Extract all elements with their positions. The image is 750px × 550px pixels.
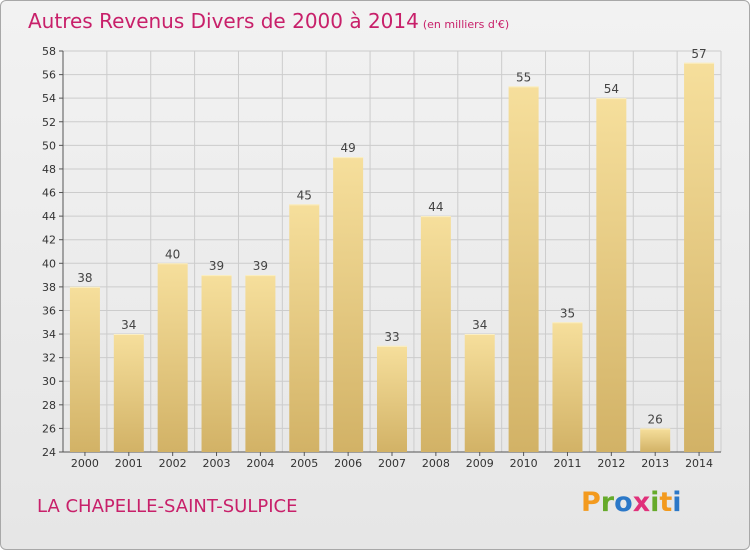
y-tick-label: 54 xyxy=(42,92,56,105)
x-tick-label: 2007 xyxy=(378,457,406,470)
logo-letter: t xyxy=(659,487,673,518)
commune-name: LA CHAPELLE-SAINT-SULPICE xyxy=(37,496,298,517)
bar xyxy=(333,157,364,452)
data-label: 57 xyxy=(691,47,706,61)
y-tick-label: 32 xyxy=(42,352,56,365)
x-tick-label: 2000 xyxy=(71,457,99,470)
x-tick-label: 2003 xyxy=(203,457,231,470)
data-label: 33 xyxy=(384,330,399,344)
y-tick-label: 42 xyxy=(42,234,56,247)
y-tick-label: 28 xyxy=(42,399,56,412)
chart-subtitle: (en milliers d'€) xyxy=(422,18,510,31)
data-label: 34 xyxy=(472,318,487,332)
bar xyxy=(157,263,188,452)
data-label: 26 xyxy=(648,412,663,426)
chart-title: Autres Revenus Divers de 2000 à 2014 (en … xyxy=(28,9,509,33)
logo-letter: i xyxy=(650,487,660,518)
data-label: 35 xyxy=(560,306,575,320)
x-tick-label: 2004 xyxy=(246,457,274,470)
y-tick-label: 40 xyxy=(42,257,56,270)
y-tick-label: 30 xyxy=(42,375,56,388)
bar xyxy=(377,345,407,452)
y-tick-label: 52 xyxy=(42,116,56,129)
bars xyxy=(69,62,715,453)
bar xyxy=(69,286,100,452)
logo-letter: P xyxy=(581,487,601,518)
x-tick-label: 2012 xyxy=(597,457,625,470)
bar xyxy=(640,428,671,452)
x-tick-label: 2001 xyxy=(115,457,143,470)
title-text: Autres Revenus Divers de 2000 à 2014 xyxy=(28,9,419,33)
bar xyxy=(684,62,715,452)
y-tick-label: 24 xyxy=(42,446,56,459)
bar xyxy=(201,275,232,452)
x-tick-label: 2005 xyxy=(290,457,318,470)
y-tick-label: 58 xyxy=(42,45,56,58)
data-label: 55 xyxy=(516,70,531,84)
data-label: 34 xyxy=(121,318,136,332)
x-tick-label: 2009 xyxy=(466,457,494,470)
data-labels: 38 34 40 39 39 45 49 33 44 34 55 35 54 26 57 xyxy=(77,47,706,427)
y-tick-label: 38 xyxy=(42,281,56,294)
proxiti-logo: Proxiti xyxy=(581,487,682,518)
data-label: 44 xyxy=(428,200,443,214)
data-label: 45 xyxy=(297,188,312,202)
y-tick-label: 26 xyxy=(42,422,56,435)
data-label: 40 xyxy=(165,247,180,261)
bar xyxy=(113,334,144,452)
bar xyxy=(508,86,539,452)
logo-letter: x xyxy=(632,487,651,518)
bar xyxy=(289,204,320,452)
logo-letter: o xyxy=(614,487,633,518)
x-tick-label: 2010 xyxy=(510,457,538,470)
data-label: 54 xyxy=(604,82,619,96)
x-tick-label: 2011 xyxy=(553,457,581,470)
x-tick-label: 2002 xyxy=(159,457,187,470)
data-label: 39 xyxy=(209,259,224,273)
bar xyxy=(552,322,583,452)
bar xyxy=(464,334,495,452)
x-tick-label: 2008 xyxy=(422,457,450,470)
logo-letter: r xyxy=(600,487,615,518)
y-tick-label: 48 xyxy=(42,163,56,176)
y-tick-label: 36 xyxy=(42,304,56,317)
data-label: 49 xyxy=(340,141,355,155)
data-label: 39 xyxy=(253,259,268,273)
logo-letter: i xyxy=(672,487,682,518)
x-tick-label: 2006 xyxy=(334,457,362,470)
bar xyxy=(596,98,627,453)
x-tick-label: 2013 xyxy=(641,457,669,470)
bar xyxy=(420,216,451,452)
y-tick-label: 50 xyxy=(42,139,56,152)
y-tick-label: 44 xyxy=(42,210,56,223)
y-tick-label: 56 xyxy=(42,69,56,82)
y-tick-label: 46 xyxy=(42,187,56,200)
y-tick-label: 34 xyxy=(42,328,56,341)
x-tick-label: 2014 xyxy=(685,457,713,470)
data-label: 38 xyxy=(77,271,92,285)
bar xyxy=(245,275,276,452)
